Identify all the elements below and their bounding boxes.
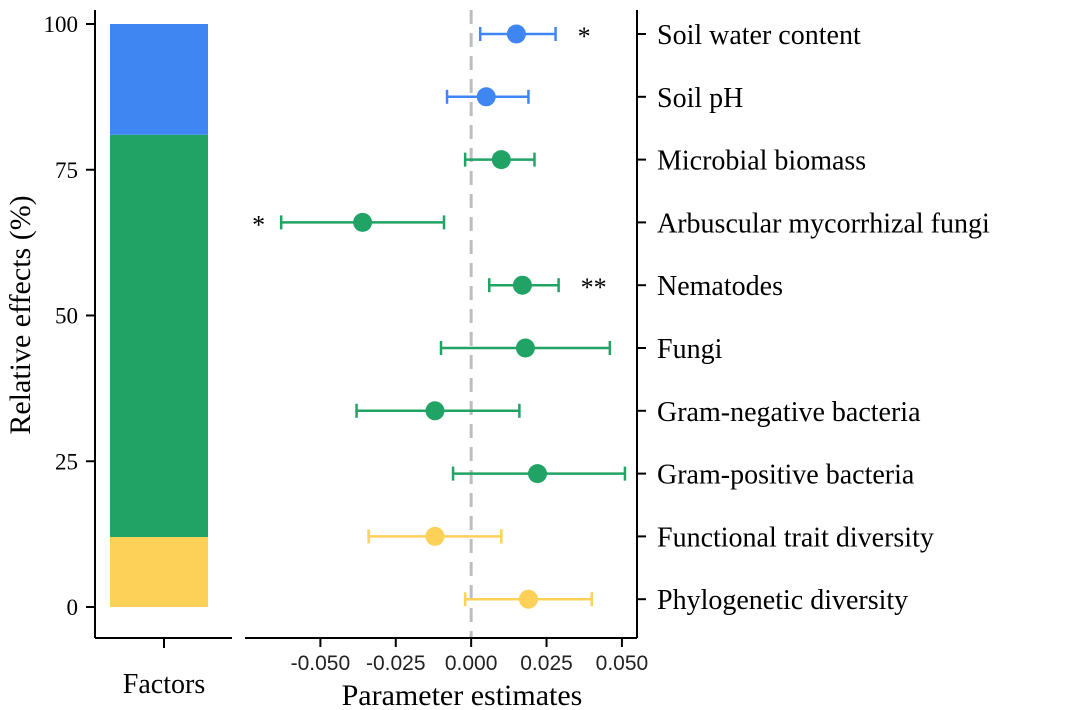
- x-tick-label-0: -0.050: [291, 652, 351, 675]
- factor-label-3: Arbuscular mycorrhizal fungi: [657, 208, 990, 239]
- estimate-point-2: [491, 150, 511, 170]
- estimate-point-7: [527, 464, 547, 484]
- x-tick-label-3: 0.025: [520, 652, 573, 675]
- bar-segment-0: [110, 537, 208, 607]
- estimate-point-1: [476, 87, 496, 107]
- factor-label-0: Soil water content: [657, 20, 861, 51]
- x-tick-label-4: 0.050: [596, 652, 649, 675]
- factor-label-1: Soil pH: [657, 83, 743, 114]
- estimate-points: [353, 24, 547, 609]
- significance-mark-0: *: [578, 22, 591, 51]
- relative-effects-panel: 0 25 50 75 100 Relative effects (%) Factors: [4, 10, 232, 700]
- significance-marks: ****: [252, 22, 606, 302]
- factor-label-8: Functional trait diversity: [657, 522, 934, 553]
- parameter-estimates-panel: **** -0.050 -0.025 0.000 0.025 0.050 Soil wa…: [245, 10, 990, 710]
- bar-segments: [110, 24, 208, 607]
- x-axis-ticks: -0.050 -0.025 0.000 0.025 0.050: [291, 638, 649, 675]
- factor-label-2: Microbial biomass: [657, 146, 866, 177]
- bar-segment-2: [110, 24, 208, 135]
- y-axis-ticks: 0 25 50 75 100: [44, 12, 95, 620]
- factor-labels: Soil water content Soil pH Microbial bioma…: [637, 20, 990, 616]
- y-tick-label-0: 0: [67, 595, 79, 620]
- estimate-point-8: [425, 526, 445, 546]
- y-tick-label-2: 50: [55, 304, 78, 329]
- estimate-point-3: [353, 212, 373, 232]
- estimate-point-6: [425, 401, 445, 421]
- factor-label-6: Gram-negative bacteria: [657, 397, 921, 428]
- factor-label-4: Nematodes: [657, 271, 783, 302]
- x-axis-label: Parameter estimates: [342, 679, 583, 710]
- estimate-point-9: [518, 589, 538, 609]
- y-tick-label-3: 75: [55, 158, 78, 183]
- x-tick-label-2: 0.000: [445, 652, 498, 675]
- errorbars: [279, 27, 627, 607]
- estimate-point-0: [506, 24, 526, 44]
- y-tick-label-4: 100: [44, 12, 79, 37]
- factor-label-9: Phylogenetic diversity: [657, 585, 908, 616]
- significance-mark-3: *: [252, 210, 265, 239]
- y-tick-label-1: 25: [55, 449, 78, 474]
- factor-label-7: Gram-positive bacteria: [657, 460, 915, 491]
- factor-label-5: Fungi: [657, 334, 723, 365]
- x-tick-label-1: -0.025: [366, 652, 426, 675]
- factors-label: Factors: [123, 669, 205, 700]
- estimate-point-5: [515, 338, 535, 358]
- significance-mark-4: **: [581, 273, 607, 302]
- bar-segment-1: [110, 134, 208, 538]
- y-axis-label: Relative effects (%): [4, 195, 37, 434]
- estimate-point-4: [512, 275, 532, 295]
